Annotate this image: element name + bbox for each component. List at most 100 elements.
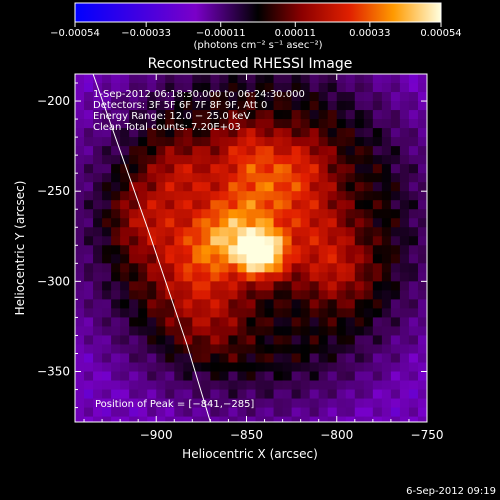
heatmap-cell: [372, 182, 383, 192]
heatmap-cell: [228, 353, 239, 364]
heatmap-cell: [255, 173, 266, 183]
heatmap-cell: [336, 326, 347, 337]
heatmap-cell: [228, 83, 239, 93]
heatmap-cell: [417, 254, 427, 264]
heatmap-cell: [300, 83, 311, 93]
heatmap-cell: [219, 119, 230, 129]
heatmap-cell: [390, 164, 401, 174]
heatmap-cell: [291, 389, 302, 400]
heatmap-cell: [345, 164, 356, 174]
heatmap-cell: [327, 308, 338, 319]
heatmap-cell: [156, 209, 166, 219]
heatmap-cell: [84, 173, 94, 183]
heatmap-cell: [381, 281, 392, 291]
heatmap-cell: [237, 236, 248, 246]
heatmap-cell: [264, 407, 275, 418]
heatmap-cell: [408, 236, 419, 246]
heatmap-cell: [399, 281, 410, 291]
heatmap-cell: [381, 326, 392, 337]
heatmap-cell: [282, 362, 293, 373]
heatmap-cell: [417, 173, 427, 183]
heatmap-cell: [183, 164, 193, 174]
heatmap-cell: [390, 74, 401, 84]
heatmap-cell: [336, 200, 347, 210]
heatmap-cell: [309, 335, 320, 346]
heatmap-cell: [399, 299, 410, 310]
heatmap-cell: [228, 110, 239, 120]
heatmap-cell: [327, 254, 338, 264]
heatmap-cell: [75, 353, 85, 364]
heatmap-cell: [363, 389, 374, 400]
heatmap-cell: [363, 281, 374, 291]
heatmap-cell: [318, 407, 329, 418]
heatmap-cell: [264, 353, 275, 364]
heatmap-cell: [93, 209, 103, 219]
heatmap-cell: [174, 371, 184, 382]
heatmap-cell: [291, 182, 302, 192]
y-tick-label: −350: [37, 365, 70, 379]
heatmap-cell: [147, 101, 157, 111]
heatmap-cell: [237, 146, 248, 156]
heatmap-cell: [300, 317, 311, 328]
heatmap-cell: [318, 362, 329, 373]
heatmap-cell: [237, 128, 248, 138]
heatmap-cell: [192, 353, 202, 364]
heatmap-cell: [363, 128, 374, 138]
heatmap-cell: [381, 317, 392, 328]
heatmap-cell: [354, 335, 365, 346]
heatmap-cell: [372, 83, 383, 93]
colorbar-tick-label: −0.00054: [50, 28, 100, 39]
heatmap-cell: [291, 209, 302, 219]
heatmap-cell: [174, 137, 184, 147]
heatmap-cell: [102, 137, 112, 147]
heatmap-cell: [309, 146, 320, 156]
heatmap-cell: [237, 353, 248, 364]
heatmap-cell: [201, 200, 211, 210]
heatmap-cell: [165, 191, 175, 201]
heatmap-cell: [237, 245, 248, 255]
heatmap-cell: [255, 200, 266, 210]
heatmap-cell: [147, 308, 157, 319]
heatmap-cell: [417, 164, 427, 174]
colorbar-ticks: −0.00054 −0.00033 −0.00011 0.00011 0.00033 0.…: [50, 22, 462, 39]
heatmap-cell: [363, 173, 374, 183]
heatmap-cell: [282, 371, 293, 382]
heatmap-cell: [210, 380, 221, 391]
heatmap-cell: [111, 299, 121, 310]
heatmap-cell: [156, 182, 166, 192]
heatmap-cell: [345, 155, 356, 165]
heatmap-cell: [255, 254, 266, 264]
heatmap-cell: [408, 254, 419, 264]
heatmap-cell: [291, 290, 302, 300]
heatmap-cell: [354, 407, 365, 418]
heatmap-cell: [111, 290, 121, 300]
heatmap-cell: [255, 416, 266, 422]
heatmap-cell: [264, 389, 275, 400]
heatmap-cell: [399, 83, 410, 93]
heatmap-cell: [309, 362, 320, 373]
heatmap-cell: [327, 209, 338, 219]
heatmap-cell: [237, 200, 248, 210]
heatmap-cell: [318, 299, 329, 310]
heatmap-cell: [174, 110, 184, 120]
heatmap-cell: [102, 191, 112, 201]
heatmap-cell: [273, 173, 284, 183]
heatmap-cell: [129, 227, 139, 237]
heatmap-cell: [264, 146, 275, 156]
heatmap-cell: [147, 128, 157, 138]
heatmap-cell: [264, 236, 275, 246]
annotation-energy-range: Energy Range: 12.0 − 25.0 keV: [93, 111, 250, 122]
heatmap-cell: [264, 380, 275, 391]
heatmap-cell: [273, 299, 284, 310]
heatmap-cell: [102, 353, 112, 364]
heatmap-cell: [129, 416, 139, 422]
heatmap-cell: [300, 92, 311, 102]
heatmap-cell: [318, 101, 329, 111]
heatmap-cell: [165, 371, 175, 382]
heatmap-cell: [399, 245, 410, 255]
heatmap-cell: [219, 182, 230, 192]
heatmap-cell: [129, 209, 139, 219]
heatmap-cell: [120, 371, 130, 382]
heatmap-cell: [237, 335, 248, 346]
heatmap-cell: [93, 389, 103, 400]
